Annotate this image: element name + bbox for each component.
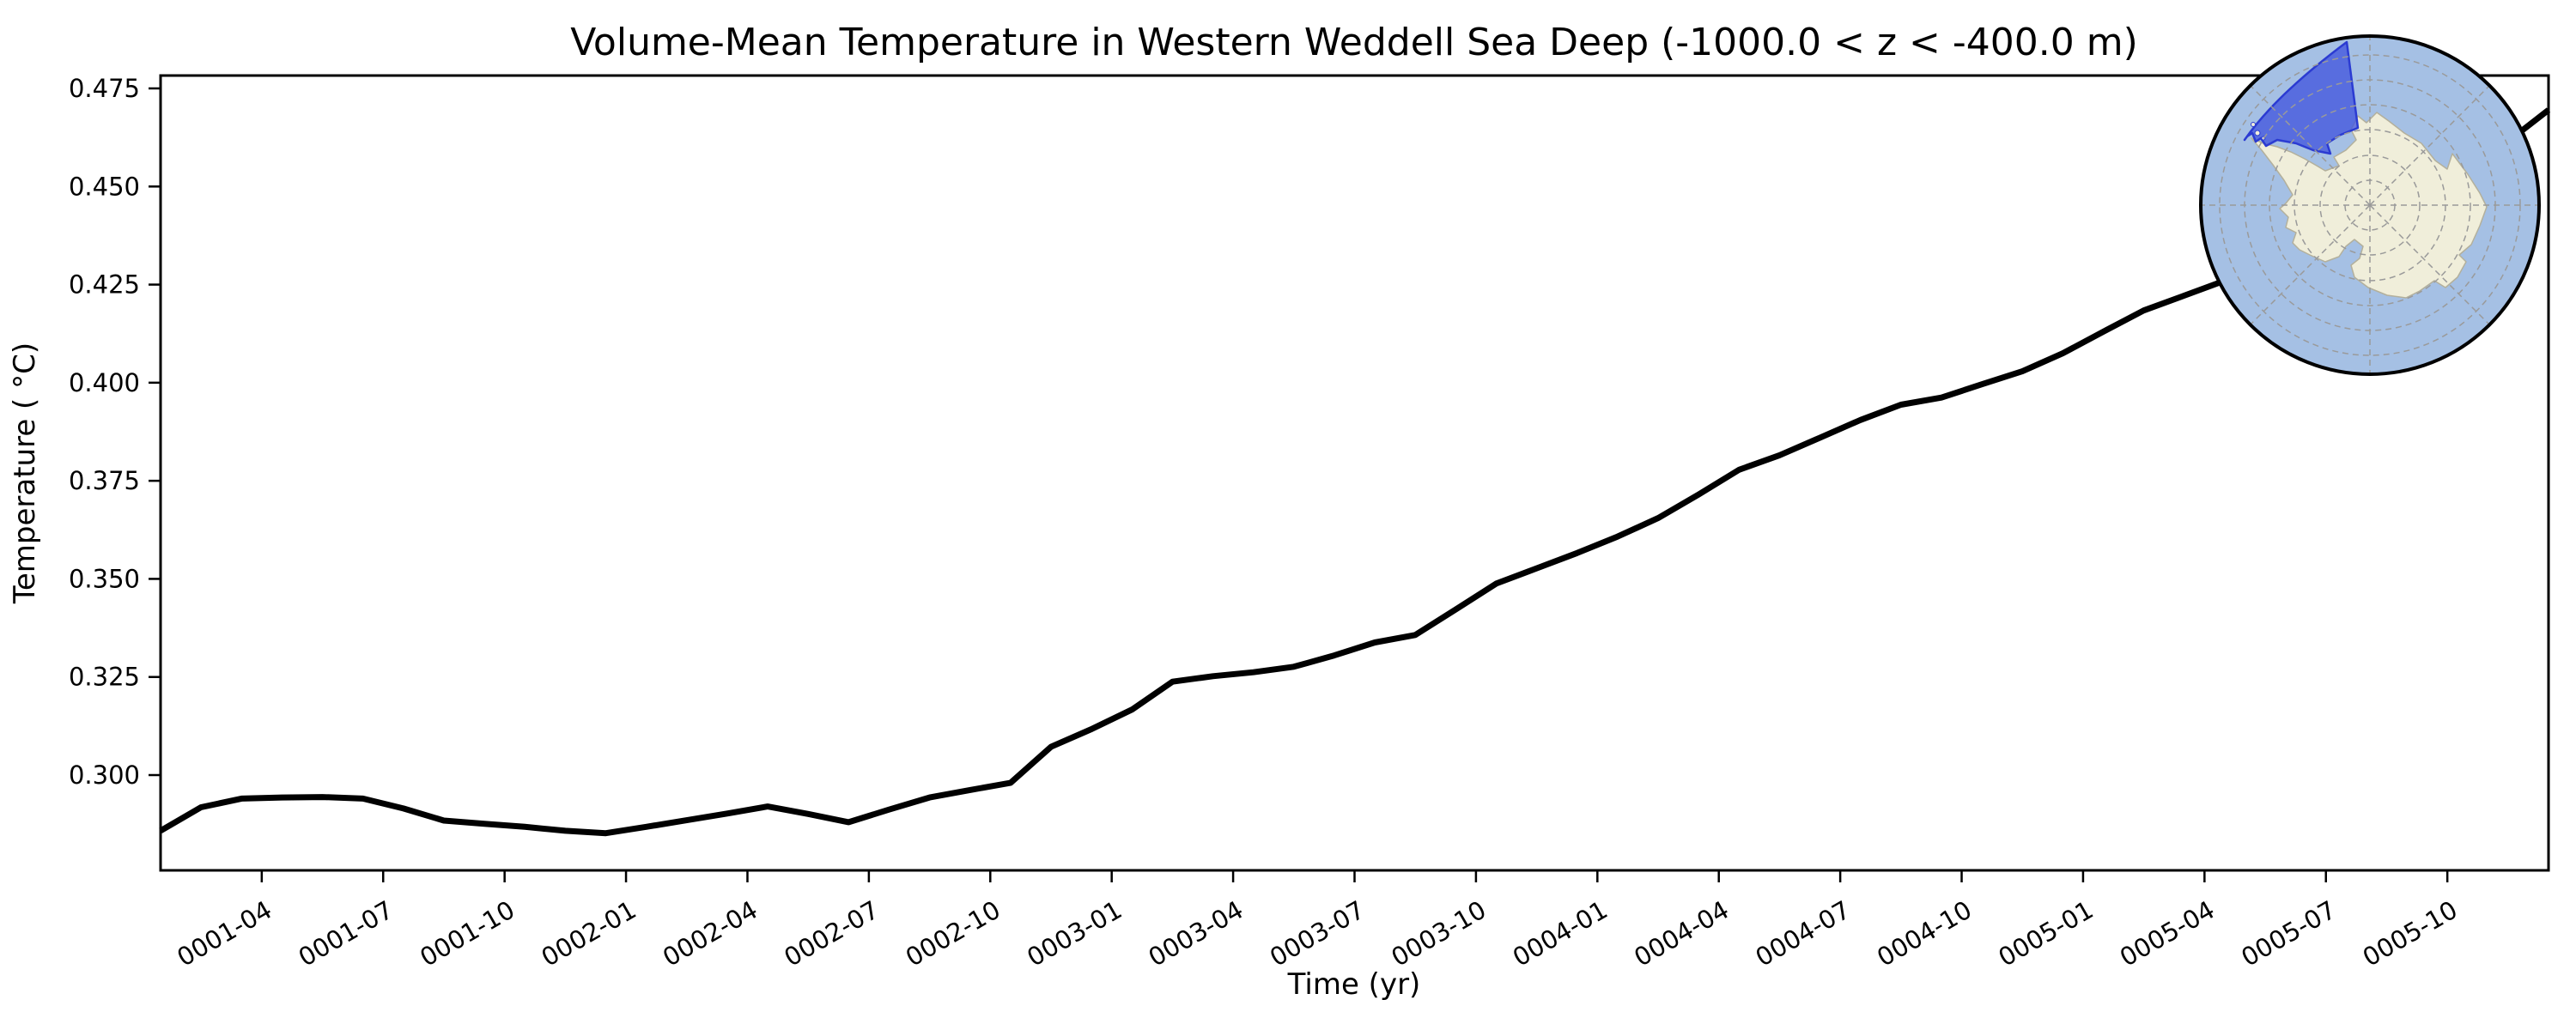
y-tick-label: 0.425: [69, 270, 140, 300]
y-tick-label: 0.400: [69, 368, 140, 397]
x-tick-label: 0003-04: [1144, 895, 1249, 972]
axes-spines: [159, 74, 2550, 872]
x-tick-label: 0004-04: [1629, 895, 1734, 972]
x-tick-label: 0005-04: [2115, 895, 2220, 972]
axes-ticks: 0.300 0.325 0.350 0.375 0.400 0.425 0.450 0.475…: [69, 74, 2463, 972]
y-tick-label: 0.325: [69, 663, 140, 692]
map-island: [2251, 122, 2256, 127]
x-tick-label: 0005-01: [1994, 895, 2099, 972]
x-axis-label: Time (yr): [1287, 967, 1421, 1002]
x-tick-label: 0004-01: [1508, 895, 1613, 972]
x-tick-label: 0004-10: [1872, 895, 1977, 972]
y-tick-label: 0.300: [69, 760, 140, 790]
x-tick-label: 0002-01: [537, 895, 641, 972]
x-tick-label: 0001-04: [172, 895, 276, 972]
y-tick-label: 0.375: [69, 466, 140, 495]
y-tick-label: 0.450: [69, 172, 140, 201]
x-tick-label: 0001-07: [294, 895, 398, 972]
x-tick-label: 0003-07: [1265, 895, 1370, 972]
x-tick-label: 0002-07: [779, 895, 884, 972]
y-axis-label: Temperature ( °C): [8, 342, 42, 604]
x-tick-label: 0001-10: [415, 895, 519, 972]
x-tick-label: 0005-07: [2236, 895, 2341, 972]
x-tick-label: 0002-10: [901, 895, 1005, 972]
x-tick-label: 0003-01: [1022, 895, 1127, 972]
map-graticule: [2201, 36, 2539, 374]
x-tick-label: 0004-07: [1751, 895, 1856, 972]
y-tick-label: 0.475: [69, 74, 140, 103]
map-island: [2254, 130, 2261, 136]
map-outline: [2199, 34, 2541, 376]
temperature-series: [159, 107, 2551, 837]
x-tick-label: 0005-10: [2358, 895, 2463, 972]
chart-title: Volume-Mean Temperature in Western Wedde…: [570, 21, 2138, 64]
temperature-line: [159, 107, 2551, 837]
antarctica-inset-map: [2199, 34, 2541, 376]
y-tick-label: 0.350: [69, 564, 140, 593]
x-tick-label: 0003-10: [1386, 895, 1491, 972]
x-tick-label: 0002-04: [658, 895, 762, 972]
